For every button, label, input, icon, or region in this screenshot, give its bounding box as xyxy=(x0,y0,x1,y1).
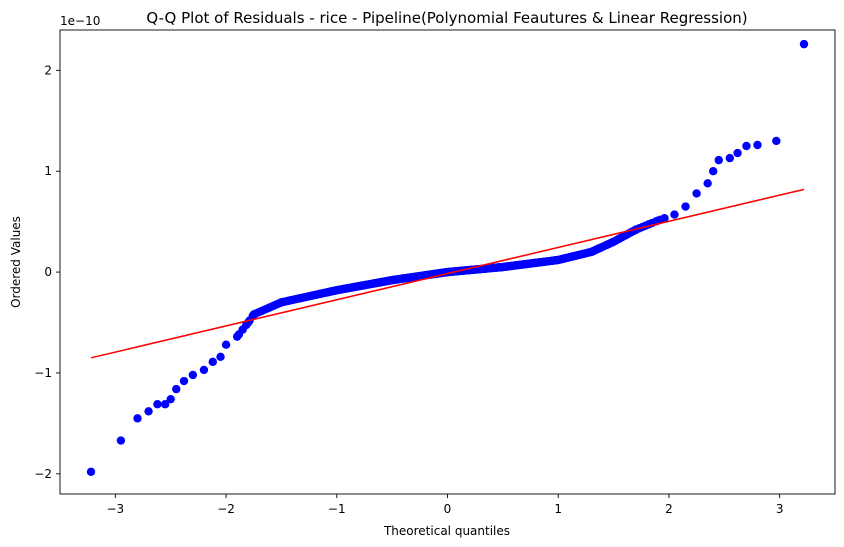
y-offset-label: 1e−10 xyxy=(60,14,100,28)
x-tick-label: 0 xyxy=(444,502,452,516)
x-tick-label: −1 xyxy=(328,502,346,516)
data-point xyxy=(188,370,198,380)
data-point xyxy=(160,400,170,409)
y-axis-ticks: −2 −1 0 1 2 xyxy=(34,63,60,481)
y-tick-label: −2 xyxy=(34,467,52,481)
data-point xyxy=(208,357,217,367)
y-tick-label: 2 xyxy=(44,63,52,77)
data-point xyxy=(709,167,718,176)
data-point xyxy=(216,352,225,362)
reference-line xyxy=(90,188,805,359)
x-tick-label: 1 xyxy=(554,502,562,516)
data-point xyxy=(133,414,142,423)
data-point xyxy=(172,384,181,394)
data-point xyxy=(692,189,701,198)
data-point xyxy=(116,436,126,445)
x-tick-label: −2 xyxy=(217,502,235,516)
y-axis-label: Ordered Values xyxy=(9,216,23,308)
plot-frame xyxy=(59,29,836,495)
data-point xyxy=(681,202,690,211)
data-point xyxy=(221,340,231,349)
data-point xyxy=(733,148,742,158)
y-tick-label: 1 xyxy=(44,164,52,178)
x-tick-label: −3 xyxy=(107,502,125,516)
data-point xyxy=(660,214,669,223)
data-point xyxy=(714,155,723,165)
data-point xyxy=(799,39,809,49)
data-point xyxy=(144,407,153,416)
data-point xyxy=(179,376,189,386)
y-tick-label: 0 xyxy=(44,265,52,279)
data-point xyxy=(725,153,735,163)
data-point xyxy=(742,141,751,151)
data-point xyxy=(199,365,209,375)
data-point xyxy=(166,394,175,404)
x-axis-label: Theoretical quantiles xyxy=(383,524,510,538)
data-point xyxy=(670,210,679,219)
data-point xyxy=(153,400,162,409)
x-tick-label: 3 xyxy=(776,502,784,516)
data-point xyxy=(753,140,762,150)
chart-title: Q-Q Plot of Residuals - rice - Pipeline(… xyxy=(146,9,747,27)
x-axis-ticks: −3 −2 −1 0 1 2 3 xyxy=(107,494,784,516)
x-tick-label: 2 xyxy=(665,502,673,516)
data-point xyxy=(703,179,712,188)
data-point xyxy=(86,467,96,477)
y-tick-label: −1 xyxy=(34,366,52,380)
data-point xyxy=(772,136,781,146)
